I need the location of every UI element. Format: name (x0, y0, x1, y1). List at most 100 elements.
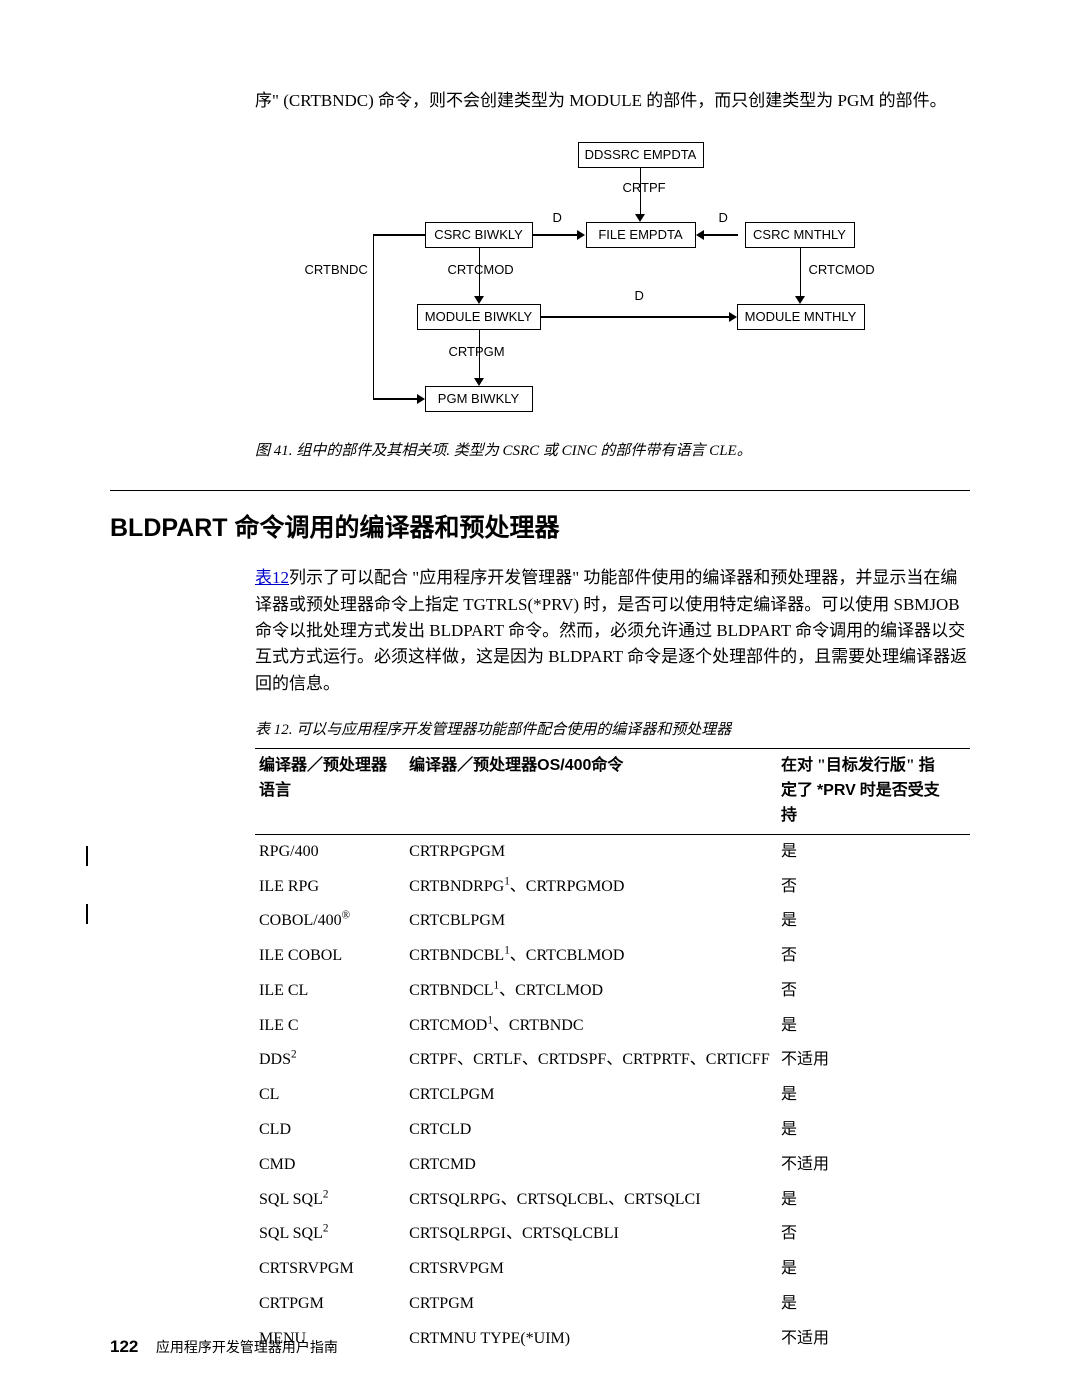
footer-title: 应用程序开发管理器用户指南 (156, 1341, 338, 1356)
table-ref-link[interactable]: 表12 (255, 568, 289, 587)
line (800, 248, 802, 298)
cell-support: 否 (777, 1217, 970, 1252)
lbl-crtcmod-l: CRTCMOD (448, 260, 514, 280)
cell-support: 是 (777, 1113, 970, 1148)
line (479, 248, 481, 298)
box-module-mnthly: MODULE MNTHLY (737, 304, 865, 330)
cell-lang: ILE CL (255, 974, 405, 1009)
cell-cmd: CRTCLD (405, 1113, 777, 1148)
figure-diagram: DDSSRC EMPDTA FILE EMPDTA CSRC BIWKLY CS… (313, 142, 913, 422)
box-ddssrc: DDSSRC EMPDTA (578, 142, 704, 168)
table-row: CLDCRTCLD是 (255, 1113, 970, 1148)
lbl-crtbndc: CRTBNDC (305, 260, 368, 280)
cell-lang: ILE RPG (255, 870, 405, 905)
cell-lang: ILE C (255, 1009, 405, 1044)
table-row: MENUCRTMNU TYPE(*UIM)不适用 (255, 1322, 970, 1357)
page-number: 122 (110, 1337, 138, 1356)
table-row: ILE CCRTCMOD1、CRTBNDC是 (255, 1009, 970, 1044)
cell-cmd: CRTCMOD1、CRTBNDC (405, 1009, 777, 1044)
compiler-table: 编译器／预处理器语言 编译器／预处理器OS/400命令 在对 "目标发行版" 指… (255, 748, 970, 1356)
line (373, 398, 419, 400)
line (541, 316, 731, 318)
box-csrc-mnthly: CSRC MNTHLY (745, 222, 855, 248)
cell-support: 否 (777, 939, 970, 974)
figure: DDSSRC EMPDTA FILE EMPDTA CSRC BIWKLY CS… (255, 142, 970, 422)
cell-support: 否 (777, 870, 970, 905)
arrow-down-icon (474, 296, 484, 304)
box-file-empdta: FILE EMPDTA (586, 222, 696, 248)
cell-support: 不适用 (777, 1043, 970, 1078)
box-pgm-biwkly: PGM BIWKLY (425, 386, 533, 412)
cell-cmd: CRTSQLRPG、CRTSQLCBL、CRTSQLCI (405, 1183, 777, 1218)
arrow-right-icon (417, 394, 425, 404)
cell-cmd: CRTPGM (405, 1287, 777, 1322)
divider (110, 490, 970, 491)
arrow-left-icon (696, 230, 704, 240)
figure-caption: 图 41. 组中的部件及其相关项. 类型为 CSRC 或 CINC 的部件带有语… (255, 440, 970, 463)
col-header-lang: 编译器／预处理器语言 (255, 749, 405, 834)
page-footer: 122 应用程序开发管理器用户指南 (110, 1334, 338, 1360)
cell-cmd: CRTRPGPGM (405, 834, 777, 869)
arrow-down-icon (635, 214, 645, 222)
cell-support: 是 (777, 1078, 970, 1113)
table-row: CMDCRTCMD不适用 (255, 1148, 970, 1183)
cell-cmd: CRTBNDRPG1、CRTRPGMOD (405, 870, 777, 905)
arrow-down-icon (474, 378, 484, 386)
arrow-down-icon (795, 296, 805, 304)
cell-support: 是 (777, 1252, 970, 1287)
cell-cmd: CRTBNDCBL1、CRTCBLMOD (405, 939, 777, 974)
cell-lang: CRTSRVPGM (255, 1252, 405, 1287)
intro-text: 序" (CRTBNDC) 命令，则不会创建类型为 MODULE 的部件，而只创建… (255, 88, 970, 114)
arrow-right-icon (729, 312, 737, 322)
cell-support: 不适用 (777, 1148, 970, 1183)
cell-support: 是 (777, 904, 970, 939)
table-row: COBOL/400®CRTCBLPGM是 (255, 904, 970, 939)
cell-cmd: CRTMNU TYPE(*UIM) (405, 1322, 777, 1357)
line (373, 234, 375, 399)
line (373, 234, 425, 236)
cell-lang: RPG/400 (255, 834, 405, 869)
table-row: SQL SQL2CRTSQLRPGI、CRTSQLCBLI否 (255, 1217, 970, 1252)
lbl-crtpf: CRTPF (623, 178, 666, 198)
cell-lang: SQL SQL2 (255, 1217, 405, 1252)
cell-lang: DDS2 (255, 1043, 405, 1078)
cell-support: 是 (777, 1287, 970, 1322)
table-row: ILE CLCRTBNDCL1、CRTCLMOD否 (255, 974, 970, 1009)
revision-bar (86, 904, 88, 924)
table-row: SQL SQL2CRTSQLRPG、CRTSQLCBL、CRTSQLCI是 (255, 1183, 970, 1218)
section-heading: BLDPART 命令调用的编译器和预处理器 (110, 509, 970, 548)
revision-bar (86, 846, 88, 866)
cell-lang: CL (255, 1078, 405, 1113)
box-module-biwkly: MODULE BIWKLY (417, 304, 541, 330)
lbl-d3: D (635, 286, 644, 306)
arrow-right-icon (577, 230, 585, 240)
intro-paragraph: 序" (CRTBNDC) 命令，则不会创建类型为 MODULE 的部件，而只创建… (255, 88, 970, 114)
cell-cmd: CRTCLPGM (405, 1078, 777, 1113)
table-row: ILE COBOLCRTBNDCBL1、CRTCBLMOD否 (255, 939, 970, 974)
cell-cmd: CRTCMD (405, 1148, 777, 1183)
col-header-support: 在对 "目标发行版" 指 定了 *PRV 时是否受支 持 (777, 749, 970, 834)
cell-lang: CRTPGM (255, 1287, 405, 1322)
line (640, 168, 642, 216)
lbl-d2: D (719, 208, 728, 228)
line (704, 234, 738, 236)
table-row: CRTSRVPGMCRTSRVPGM是 (255, 1252, 970, 1287)
cell-support: 不适用 (777, 1322, 970, 1357)
body-text: 列示了可以配合 "应用程序开发管理器" 功能部件使用的编译器和预处理器，并显示当… (255, 568, 967, 692)
table-row: DDS2CRTPF、CRTLF、CRTDSPF、CRTPRTF、CRTICFF不… (255, 1043, 970, 1078)
cell-support: 否 (777, 974, 970, 1009)
cell-support: 是 (777, 1183, 970, 1218)
cell-lang: COBOL/400® (255, 904, 405, 939)
cell-cmd: CRTSRVPGM (405, 1252, 777, 1287)
table-header-row: 编译器／预处理器语言 编译器／预处理器OS/400命令 在对 "目标发行版" 指… (255, 749, 970, 834)
cell-support: 是 (777, 834, 970, 869)
table-caption: 表 12. 可以与应用程序开发管理器功能部件配合使用的编译器和预处理器 (255, 719, 970, 742)
cell-lang: CMD (255, 1148, 405, 1183)
table-row: RPG/400CRTRPGPGM是 (255, 834, 970, 869)
cell-lang: SQL SQL2 (255, 1183, 405, 1218)
table-row: ILE RPGCRTBNDRPG1、CRTRPGMOD否 (255, 870, 970, 905)
table-row: CLCRTCLPGM是 (255, 1078, 970, 1113)
line (533, 234, 579, 236)
line (479, 330, 481, 380)
cell-cmd: CRTPF、CRTLF、CRTDSPF、CRTPRTF、CRTICFF (405, 1043, 777, 1078)
